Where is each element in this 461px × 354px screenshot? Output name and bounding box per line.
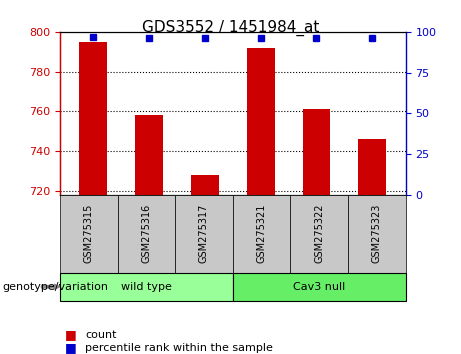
Text: GSM275323: GSM275323: [372, 204, 382, 263]
Text: GSM275315: GSM275315: [84, 204, 94, 263]
Bar: [348, 195, 406, 273]
Text: ■: ■: [65, 328, 76, 341]
Bar: [60, 273, 233, 301]
Bar: [118, 195, 175, 273]
Text: ■: ■: [65, 341, 76, 354]
Text: GSM275321: GSM275321: [257, 204, 266, 263]
FancyArrow shape: [41, 284, 60, 289]
Text: Cav3 null: Cav3 null: [293, 282, 345, 292]
Text: GDS3552 / 1451984_at: GDS3552 / 1451984_at: [142, 19, 319, 36]
Text: percentile rank within the sample: percentile rank within the sample: [85, 343, 273, 353]
Text: GSM275316: GSM275316: [142, 204, 151, 263]
Bar: [233, 195, 290, 273]
Bar: [135, 115, 163, 195]
Bar: [247, 48, 275, 195]
Text: genotype/variation: genotype/variation: [2, 282, 108, 292]
Text: GSM275322: GSM275322: [314, 204, 324, 263]
Bar: [175, 195, 233, 273]
Bar: [290, 195, 348, 273]
Text: wild type: wild type: [121, 282, 172, 292]
Bar: [233, 273, 406, 301]
Text: count: count: [85, 330, 117, 339]
Bar: [358, 139, 386, 195]
Text: GSM275317: GSM275317: [199, 204, 209, 263]
Bar: [79, 42, 107, 195]
Bar: [302, 109, 331, 195]
Bar: [60, 195, 118, 273]
Bar: [191, 175, 219, 195]
